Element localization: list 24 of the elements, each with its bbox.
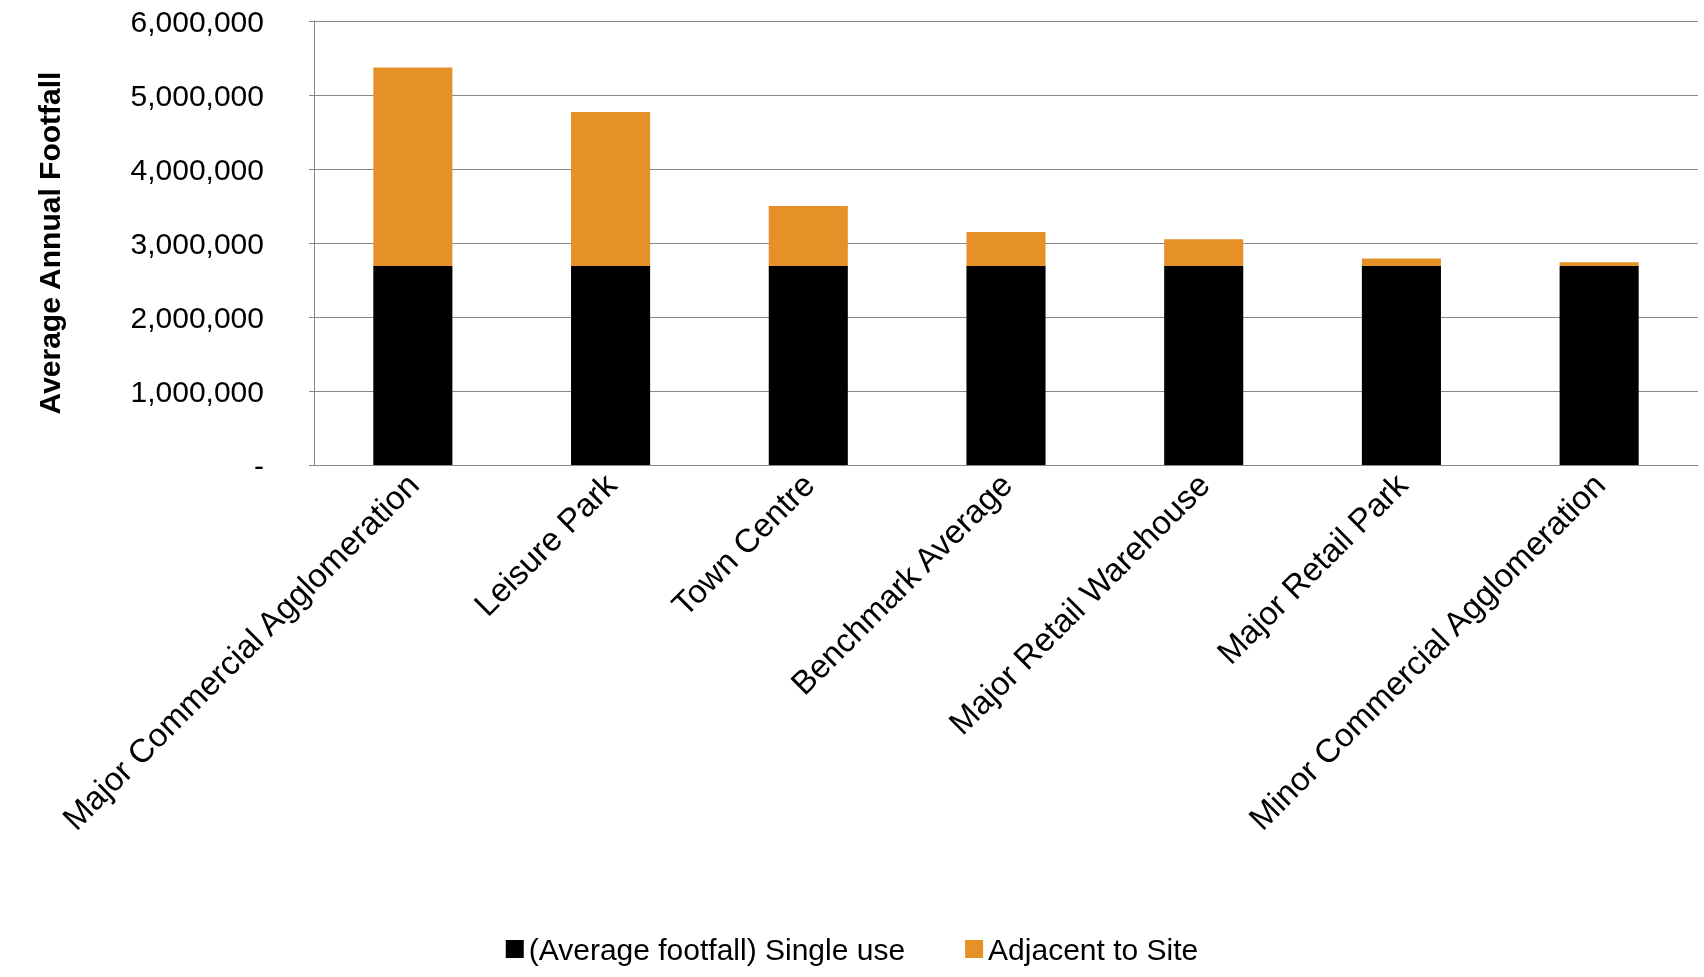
legend-label: (Average footfall) Single use [528,932,906,966]
bar [1361,258,1441,266]
y-tick-label: 2,000,000 [130,300,264,334]
y-tick-label: 3,000,000 [130,226,264,260]
bar [373,265,453,465]
legend-label: Adjacent to Site [988,932,1199,966]
bar [966,265,1046,465]
y-tick-label: 4,000,000 [130,152,264,186]
bar [1559,265,1639,465]
y-tick-label: 5,000,000 [130,78,264,112]
y-tick-label: 6,000,000 [130,4,264,38]
y-axis-title: Average Annual Footfall [32,71,66,415]
bar [373,67,453,266]
bar [1361,265,1441,465]
bar [1164,265,1244,465]
bar [768,206,848,266]
bar [966,231,1046,266]
y-tick-label: 1,000,000 [130,374,264,408]
bar [571,112,651,266]
bar [1559,262,1639,266]
bar [768,265,848,465]
y-tick-label: - [254,448,264,482]
bar [571,265,651,465]
bar [1164,239,1244,266]
